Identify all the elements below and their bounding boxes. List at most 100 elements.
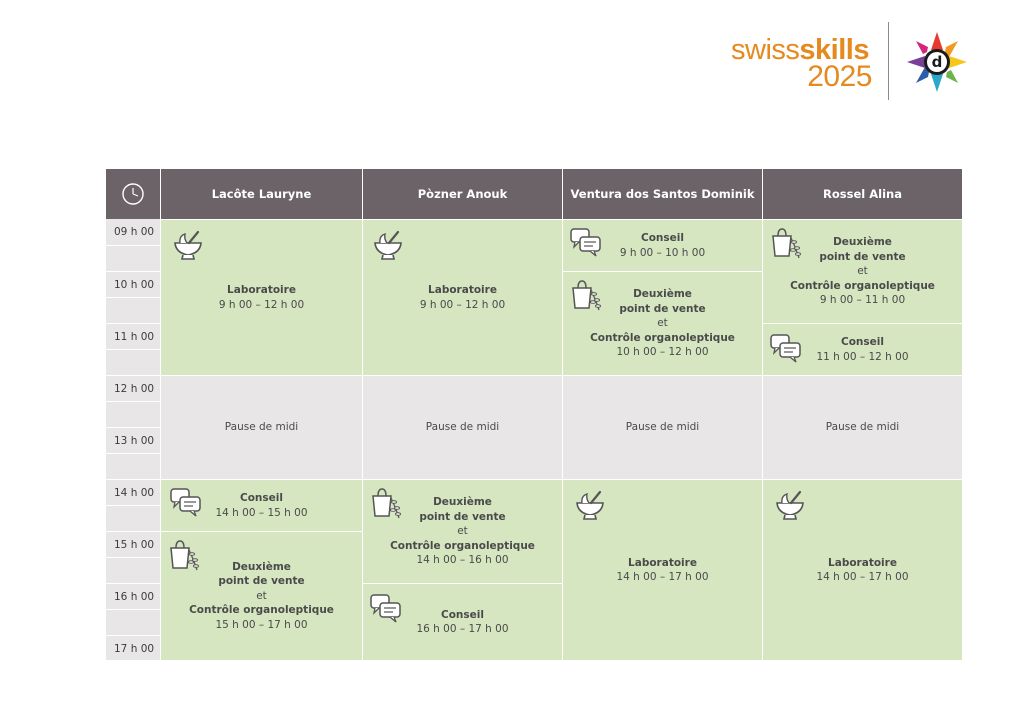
time-slot [106, 609, 160, 635]
column-header: Rossel Alina [762, 169, 962, 219]
lunch-break: Pause de midi [762, 375, 962, 479]
speech-bubbles-icon [370, 594, 401, 623]
time-label: 12 h 00 [106, 375, 160, 401]
activity-title-line2: point de vente [218, 575, 305, 588]
activity-title: Conseil [841, 336, 884, 348]
activity-title: Conseil [641, 232, 684, 244]
column-header: Ventura dos Santos Dominik [562, 169, 762, 219]
activity-time: 9 h 00 – 12 h 00 [218, 298, 305, 311]
logo-divider [888, 22, 889, 100]
time-slot [106, 401, 160, 427]
shopping-bag-herb-icon [170, 540, 199, 571]
activity-conjunction: et [256, 589, 267, 602]
activity-time: 9 h 00 – 12 h 00 [419, 298, 506, 311]
activity-conseil: Conseil 14 h 00 – 15 h 00 [160, 479, 362, 531]
activity-title-line1: Deuxième [232, 560, 291, 573]
mortar-pestle-icon [576, 490, 604, 520]
time-label: 15 h 00 [106, 531, 160, 557]
lunch-break-label: Pause de midi [425, 421, 500, 434]
activity-title: Laboratoire [628, 556, 697, 569]
time-slot [106, 453, 160, 479]
activity-conjunction: et [457, 525, 468, 538]
activity-laboratoire: Laboratoire 14 h 00 – 17 h 00 [562, 479, 762, 660]
activity-title: Laboratoire [828, 556, 897, 569]
column-header: Lacôte Lauryne [160, 169, 362, 219]
time-label: 16 h 00 [106, 583, 160, 609]
time-label: 17 h 00 [106, 635, 160, 661]
swissskills-logo: swissskills 2025 [731, 34, 876, 94]
logo-year: 2025 [807, 60, 872, 93]
speech-bubbles-icon [170, 488, 201, 517]
star-logo-icon: d [907, 32, 967, 92]
svg-text:d: d [932, 53, 943, 71]
column-header: Pòzner Anouk [362, 169, 562, 219]
activity-vente-controle: Deuxième point de vente et Contrôle orga… [160, 531, 362, 660]
activity-conseil: Conseil 11 h 00 – 12 h 00 [762, 323, 962, 375]
time-slot [106, 245, 160, 271]
activity-title-line2: point de vente [419, 510, 506, 523]
lunch-break-label: Pause de midi [825, 421, 900, 434]
speech-bubbles-icon [570, 228, 601, 257]
time-slot [106, 297, 160, 323]
time-slot [106, 505, 160, 531]
schedule-table: Lacôte Lauryne Pòzner Anouk Ventura dos … [106, 169, 962, 660]
activity-title-line3: Contrôle organoleptique [390, 539, 535, 552]
speech-bubbles-icon [770, 334, 801, 363]
lunch-break-label: Pause de midi [625, 421, 700, 434]
lunch-break: Pause de midi [562, 375, 762, 479]
mortar-pestle-icon [776, 490, 804, 520]
activity-time: 14 h 00 – 15 h 00 [215, 506, 308, 519]
activity-time: 16 h 00 – 17 h 00 [416, 623, 509, 635]
activity-title-line1: Deuxième [833, 236, 892, 249]
shopping-bag-herb-icon [572, 280, 601, 311]
lunch-break-label: Pause de midi [224, 421, 299, 434]
activity-time: 14 h 00 – 17 h 00 [816, 571, 909, 583]
activity-time: 10 h 00 – 12 h 00 [616, 346, 709, 359]
activity-time: 14 h 00 – 16 h 00 [416, 554, 509, 567]
activity-vente-controle: Deuxième point de vente et Contrôle orga… [362, 479, 562, 583]
activity-title-line2: point de vente [819, 250, 906, 263]
time-label: 09 h 00 [114, 226, 155, 238]
activity-conseil: Conseil 9 h 00 – 10 h 00 [562, 219, 762, 271]
activity-title: Conseil [441, 608, 484, 621]
activity-title-line3: Contrôle organoleptique [590, 331, 735, 344]
time-column: 09 h 00 10 h 00 11 h 00 12 h 00 13 h 00 … [106, 219, 160, 660]
activity-vente-controle: Deuxième point de vente et Contrôle orga… [762, 219, 962, 323]
mortar-pestle-icon [174, 230, 202, 260]
activity-time: 11 h 00 – 12 h 00 [816, 350, 909, 363]
time-label: 13 h 00 [106, 427, 160, 453]
lunch-break: Pause de midi [160, 375, 362, 479]
activity-time: 15 h 00 – 17 h 00 [215, 618, 308, 631]
lunch-break: Pause de midi [362, 375, 562, 479]
activity-time: 9 h 00 – 11 h 00 [819, 294, 906, 307]
activity-laboratoire: Laboratoire 9 h 00 – 12 h 00 [160, 219, 362, 375]
activity-title: Laboratoire [428, 284, 497, 296]
activity-time: 9 h 00 – 10 h 00 [619, 246, 706, 259]
time-label: 10 h 00 [106, 271, 160, 297]
shopping-bag-herb-icon [772, 228, 801, 259]
mortar-pestle-icon [374, 230, 402, 260]
activity-title-line2: point de vente [619, 302, 706, 315]
activity-laboratoire: Laboratoire 14 h 00 – 17 h 00 [762, 479, 962, 660]
shopping-bag-herb-icon [372, 488, 401, 519]
activity-conseil: Conseil 16 h 00 – 17 h 00 [362, 583, 562, 660]
activity-conjunction: et [657, 317, 668, 330]
logo-swiss: swiss [731, 34, 800, 66]
time-label: 14 h 00 [106, 479, 160, 505]
activity-title-line3: Contrôle organoleptique [189, 604, 334, 617]
time-label: 11 h 00 [106, 323, 160, 349]
time-header [106, 169, 160, 219]
clock-icon [122, 183, 144, 205]
activity-vente-controle: Deuxième point de vente et Contrôle orga… [562, 271, 762, 375]
activity-title-line1: Deuxième [633, 288, 692, 301]
activity-laboratoire: Laboratoire 9 h 00 – 12 h 00 [362, 219, 562, 375]
time-slot [106, 557, 160, 583]
logo-skills: skills [799, 34, 869, 66]
activity-title-line1: Deuxième [433, 496, 492, 509]
activity-title: Laboratoire [227, 284, 296, 296]
time-slot [106, 349, 160, 375]
activity-title: Conseil [240, 492, 283, 504]
activity-conjunction: et [857, 265, 868, 278]
activity-title-line3: Contrôle organoleptique [790, 279, 935, 292]
activity-time: 14 h 00 – 17 h 00 [616, 571, 709, 583]
